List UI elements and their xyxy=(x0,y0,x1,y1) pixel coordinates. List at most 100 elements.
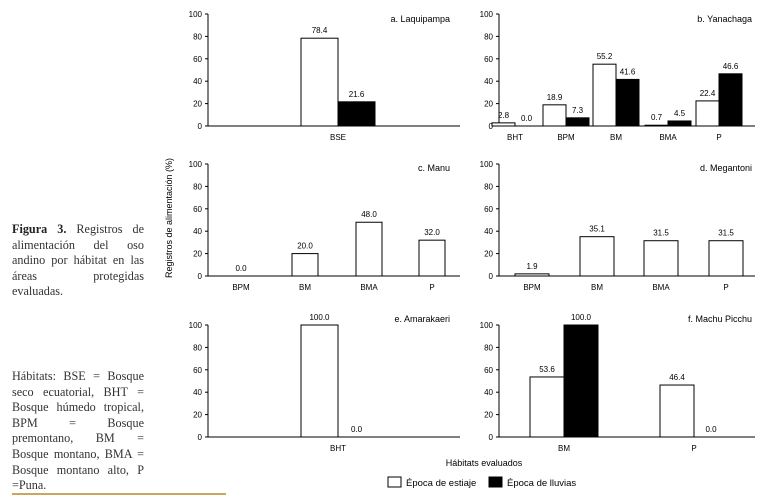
y-tick-label: 80 xyxy=(193,343,202,352)
data-label: 0.0 xyxy=(705,425,717,434)
y-tick-label: 0 xyxy=(489,272,494,281)
y-tick-label: 100 xyxy=(480,321,494,330)
data-label: 35.1 xyxy=(589,225,605,234)
data-label: 0.0 xyxy=(351,425,363,434)
y-tick-label: 0 xyxy=(198,122,203,131)
bar-estiaje xyxy=(514,273,550,277)
bar-estiaje xyxy=(355,221,383,277)
bar-estiaje xyxy=(643,240,679,277)
data-label: 46.4 xyxy=(669,373,685,382)
data-label: 18.9 xyxy=(547,93,563,102)
chart-title: f. Machu Picchu xyxy=(688,314,752,324)
category-label: BM xyxy=(558,444,570,453)
y-tick-label: 100 xyxy=(480,160,494,169)
y-tick-label: 100 xyxy=(189,321,203,330)
category-label: BPM xyxy=(523,283,541,292)
chart-title: d. Megantoni xyxy=(700,163,752,173)
figure-caption: Figura 3. Registros de alimentación del … xyxy=(12,222,144,300)
bar-estiaje xyxy=(300,324,339,438)
bar-estiaje xyxy=(708,240,744,277)
data-label: 78.4 xyxy=(312,26,328,35)
data-label: 20.0 xyxy=(297,242,313,251)
y-tick-label: 100 xyxy=(189,160,203,169)
y-tick-label: 0 xyxy=(489,433,494,442)
bar-estiaje xyxy=(644,124,669,127)
y-tick-label: 0 xyxy=(198,272,203,281)
data-label: 100.0 xyxy=(571,313,592,322)
bar-estiaje xyxy=(418,239,446,277)
data-label: 0.0 xyxy=(521,114,533,123)
data-label: 48.0 xyxy=(361,210,377,219)
bar-estiaje xyxy=(695,100,720,127)
figure-caption-label: Figura 3. xyxy=(12,222,67,236)
y-axis-label: Registros de alimentación (%) xyxy=(164,158,174,278)
y-tick-label: 60 xyxy=(193,366,202,375)
chart-panel-4: 0 20 40 60 80 100 d. Megantoni BPM 1.9 BM 35.1 BMA 3… xyxy=(480,160,755,292)
category-label: BM xyxy=(591,283,603,292)
y-tick-label: 60 xyxy=(484,366,493,375)
bar-lluvias xyxy=(565,117,590,127)
y-tick-label: 20 xyxy=(193,250,202,259)
y-tick-label: 40 xyxy=(484,388,493,397)
chart-title: b. Yanachaga xyxy=(697,14,752,24)
category-label: P xyxy=(429,283,434,292)
category-label: BMA xyxy=(659,133,677,142)
category-label: BMA xyxy=(652,283,670,292)
legend: Época de estiaje Época de lluvias xyxy=(387,476,576,489)
y-tick-label: 0 xyxy=(198,433,203,442)
category-label: P xyxy=(723,283,728,292)
category-label: BPM xyxy=(232,283,250,292)
bar-estiaje xyxy=(300,37,339,127)
bar-lluvias xyxy=(337,101,376,127)
bar-estiaje xyxy=(491,122,516,127)
category-label: P xyxy=(716,133,721,142)
chart-panel-1: 0 20 40 60 80 100 a. Laquipampa BSE 78.4 21.6 xyxy=(189,10,460,142)
legend-swatch-estiaje xyxy=(387,476,402,488)
data-label: 21.6 xyxy=(349,90,365,99)
bar-estiaje xyxy=(659,384,695,438)
data-label: 31.5 xyxy=(718,229,734,238)
bar-lluvias xyxy=(718,73,743,127)
data-label: 22.4 xyxy=(700,89,716,98)
y-tick-label: 100 xyxy=(189,10,203,19)
data-label: 4.5 xyxy=(674,109,686,118)
y-tick-label: 20 xyxy=(484,411,493,420)
bar-estiaje xyxy=(529,376,565,438)
bar-lluvias xyxy=(563,324,599,438)
data-label: 100.0 xyxy=(309,313,330,322)
y-tick-label: 20 xyxy=(484,250,493,259)
data-label: 32.0 xyxy=(424,228,440,237)
data-label: 2.8 xyxy=(498,111,510,120)
habitat-legend-note: Hábitats: BSE = Bosque seco ecuatorial, … xyxy=(12,369,144,493)
data-label: 0.7 xyxy=(651,113,663,122)
y-tick-label: 40 xyxy=(193,227,202,236)
legend-swatch-lluvias xyxy=(488,476,503,488)
category-label: BSE xyxy=(330,133,346,142)
y-tick-label: 0 xyxy=(489,122,494,131)
chart-panel-6: 0 20 40 60 80 100 f. Machu Picchu BM 53.6 100.0 P 4… xyxy=(480,313,755,453)
y-tick-label: 80 xyxy=(193,182,202,191)
bar-lluvias xyxy=(615,78,640,127)
chart-title: c. Manu xyxy=(418,163,450,173)
data-label: 41.6 xyxy=(620,67,636,76)
y-tick-label: 60 xyxy=(484,205,493,214)
chart-panel-3: 0 20 40 60 80 100 c. Manu BPM 0.0 BM 20.0 BMA 48.0 P 3… xyxy=(189,160,460,292)
category-label: P xyxy=(691,444,696,453)
data-label: 1.9 xyxy=(526,262,538,271)
data-label: 46.6 xyxy=(723,62,739,71)
category-label: BPM xyxy=(557,133,575,142)
bar-estiaje xyxy=(291,253,319,277)
y-tick-label: 40 xyxy=(193,388,202,397)
legend-label-estiaje: Época de estiaje xyxy=(406,478,476,489)
bar-estiaje xyxy=(592,63,617,127)
x-axis-label: Hábitats evaluados xyxy=(446,458,523,468)
category-label: BM xyxy=(299,283,311,292)
data-label: 55.2 xyxy=(597,52,613,61)
y-tick-label: 80 xyxy=(484,32,493,41)
y-tick-label: 20 xyxy=(484,100,493,109)
y-tick-label: 60 xyxy=(193,205,202,214)
y-tick-label: 40 xyxy=(484,77,493,86)
data-label: 31.5 xyxy=(653,229,669,238)
y-tick-label: 80 xyxy=(484,182,493,191)
data-label: 7.3 xyxy=(572,106,584,115)
